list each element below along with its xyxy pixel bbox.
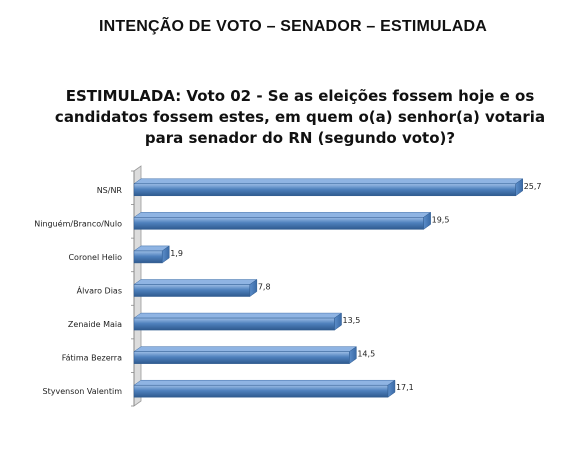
bar-front-face — [133, 384, 389, 398]
bar-end-cap — [349, 346, 357, 365]
bars-group — [133, 178, 524, 398]
category-label: Zenaide Maia — [68, 320, 122, 329]
value-label: 19,5 — [432, 215, 450, 224]
bar — [133, 312, 343, 331]
labels-group: NS/NR 25,7 Ninguém/Branco/Nulo 19,5 Coronel … — [34, 182, 541, 396]
value-label: 7,8 — [258, 283, 271, 292]
category-label: Coronel Helio — [68, 253, 122, 262]
bar-top-face — [133, 279, 258, 285]
chart-title: ESTIMULADA: Voto 02 - Se as eleições fos… — [54, 87, 546, 147]
bar-top-face — [133, 212, 432, 218]
category-label: Álvaro Dias — [77, 285, 122, 296]
bar — [133, 279, 258, 297]
bar-front-face — [133, 217, 424, 230]
value-label: 13,5 — [343, 316, 361, 325]
bar-end-cap — [515, 178, 523, 197]
bar — [133, 178, 524, 197]
bar-front-face — [133, 317, 335, 331]
bar-front-face — [133, 284, 251, 297]
category-label: Styvenson Valentim — [43, 387, 123, 396]
page-header: INTENÇÃO DE VOTO – SENADOR – ESTIMULADA — [99, 18, 487, 35]
bar-end-cap — [334, 312, 342, 331]
bar-top-face — [133, 312, 343, 319]
bar-top-face — [133, 346, 358, 352]
value-label: 25,7 — [524, 182, 542, 191]
bar — [133, 245, 170, 264]
category-label: Fátima Bezerra — [62, 354, 122, 363]
bar-top-face — [133, 379, 396, 386]
bar-top-face — [133, 178, 524, 185]
bar-front-face — [133, 183, 516, 197]
bar-front-face — [133, 351, 350, 364]
bar — [133, 379, 396, 398]
category-label: NS/NR — [97, 186, 123, 195]
bar-end-cap — [161, 245, 170, 264]
bar-end-cap — [387, 379, 396, 398]
bar-end-cap — [423, 211, 431, 230]
bar-end-cap — [249, 279, 258, 297]
bar — [133, 346, 358, 365]
category-label: Ninguém/Branco/Nulo — [34, 218, 122, 228]
value-label: 17,1 — [396, 383, 414, 392]
value-label: 1,9 — [170, 249, 183, 258]
bar-front-face — [133, 250, 163, 264]
bar — [133, 211, 432, 230]
value-label: 14,5 — [357, 350, 375, 359]
